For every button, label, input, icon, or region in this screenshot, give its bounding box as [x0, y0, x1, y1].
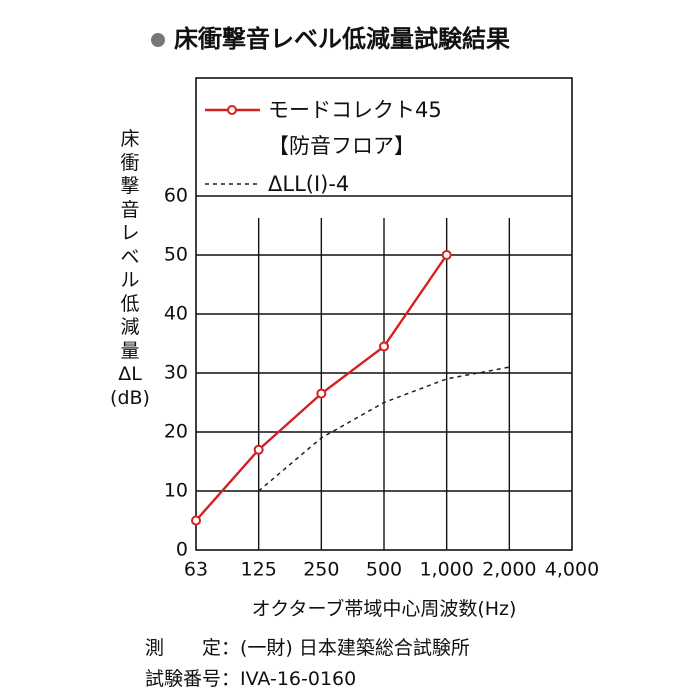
y-axis-label: 床 衝 撃 音 レ ベ ル 低 減 量 ΔL (dB) [110, 128, 150, 409]
y-tick-label: 0 [176, 539, 188, 561]
y-tick-label: 60 [164, 185, 188, 207]
x-tick-label: 250 [303, 559, 339, 581]
note: 測 定：(一財) 日本建築総合試験所 [145, 637, 470, 659]
y-tick-label: 40 [164, 303, 188, 325]
y-tick-label: 20 [164, 421, 188, 443]
y-tick-label: 50 [164, 244, 188, 266]
x-tick-label: 500 [366, 559, 402, 581]
data-point [191, 515, 201, 526]
data-point [316, 388, 327, 399]
data-point [379, 341, 389, 352]
series-line [258, 366, 510, 492]
chart-title: 床衝撃音レベル低減量試験結果 [174, 25, 510, 53]
x-tick-label: 2,000 [482, 559, 536, 581]
data-point [253, 444, 264, 455]
legend-marker [227, 105, 237, 115]
legend-label: ΔLL(I)-4 [268, 172, 350, 196]
x-axis-label: オクターブ帯域中心周波数(Hz) [251, 598, 517, 620]
y-tick-label: 30 [164, 362, 188, 384]
x-tick-label: 63 [184, 559, 208, 581]
legend-label: モードコレクト45 【防音フロア】 [268, 98, 442, 158]
title-bullet [151, 33, 165, 47]
data-point [441, 250, 452, 260]
x-tick-label: 125 [241, 559, 277, 581]
note: 試験番号：IVA-16-0160 [145, 668, 357, 690]
x-tick-label: 4,000 [545, 559, 599, 581]
y-tick-label: 10 [164, 480, 188, 502]
x-tick-label: 1,000 [419, 559, 473, 581]
